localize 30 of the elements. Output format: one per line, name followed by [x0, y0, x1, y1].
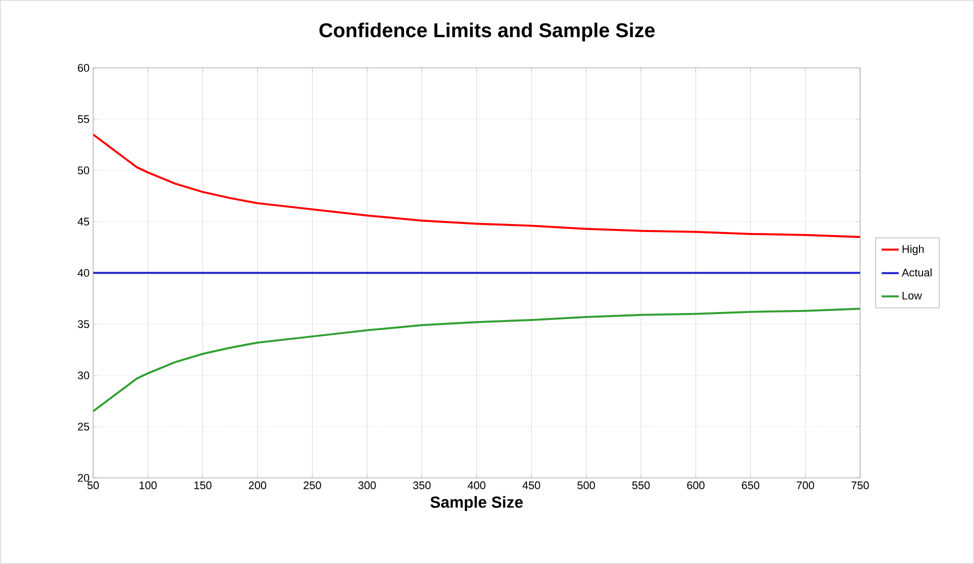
x-tick-label: 100 [140, 481, 157, 490]
x-tick-label: 650 [742, 481, 760, 490]
legend-label: High [902, 244, 924, 256]
y-tick-label: 20 [78, 474, 90, 482]
x-tick-label: 250 [304, 481, 322, 490]
y-tick-label: 30 [78, 372, 90, 380]
y-tick-label: 45 [78, 218, 90, 226]
x-tick-label: 200 [248, 481, 266, 490]
x-tick-label: 500 [577, 481, 595, 490]
x-tick-label: 700 [796, 481, 814, 490]
x-tick-label: 450 [522, 481, 540, 490]
legend-label: Actual [902, 268, 932, 276]
line-series [93, 308, 860, 412]
x-tick-label: 50 [87, 481, 99, 490]
x-tick-label: 150 [194, 481, 212, 490]
y-tick-label: 55 [78, 115, 90, 123]
y-tick-label: 40 [78, 269, 90, 277]
chart-title: Confidence Limits and Sample Size [319, 22, 655, 42]
y-tick-label: 25 [78, 422, 90, 431]
y-tick-label: 35 [78, 320, 90, 328]
legend-label: Low [902, 292, 922, 300]
x-tick-label: 400 [468, 481, 486, 490]
x-tick-label: 350 [413, 481, 431, 490]
x-tick-label: 300 [358, 481, 376, 490]
x-axis-title: Sample Size [430, 496, 523, 511]
x-tick-label: 550 [632, 481, 650, 490]
y-tick-label: 50 [78, 166, 90, 174]
x-tick-label: 750 [852, 481, 869, 490]
x-tick-label: 600 [687, 481, 705, 490]
y-tick-label: 60 [78, 64, 90, 72]
